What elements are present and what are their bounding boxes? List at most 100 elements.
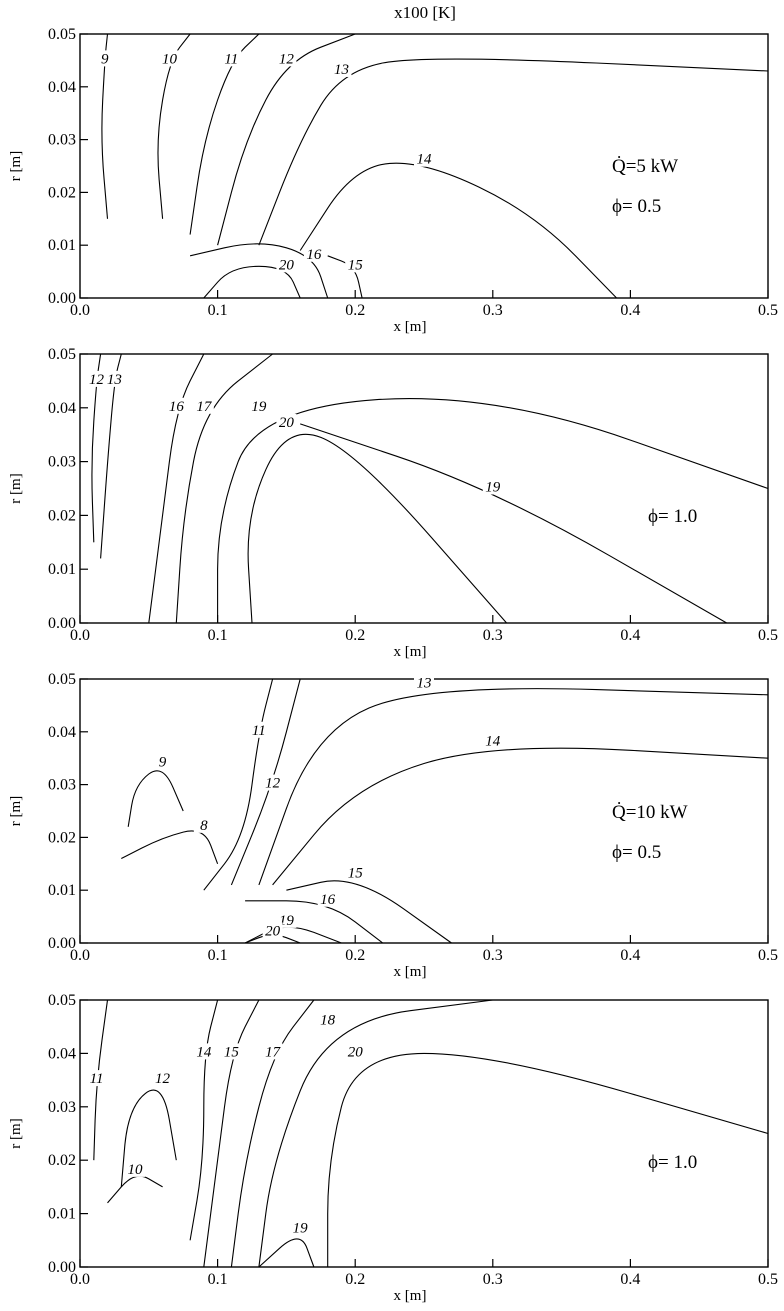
y-axis-label: r [m] <box>8 473 24 503</box>
contour-line-19 <box>217 398 769 624</box>
y-tick-label: 0.02 <box>48 184 76 201</box>
x-tick-label: 0.3 <box>483 1271 503 1288</box>
contour-panel-4: 0.0 0.1 0.2 0.3 0.4 0.5 0.00 0.01 0.02 0.03 0.04 0.… <box>8 992 778 1304</box>
contour-label: 9 <box>159 754 167 770</box>
contour-label-bg <box>193 397 214 414</box>
y-tick-label: 0.02 <box>48 1152 76 1169</box>
contour-line-19 <box>300 423 727 624</box>
y-tick-label: 0.04 <box>48 724 76 741</box>
contour-line-12 <box>120 1089 177 1187</box>
contour-label: 20 <box>265 923 281 939</box>
contour-label: 8 <box>200 818 208 834</box>
contour-line-16 <box>148 353 205 624</box>
plot-frame <box>79 999 769 1268</box>
panel-annotation: Q̇=5 kW <box>612 154 678 177</box>
contour-label-bg <box>317 1011 338 1028</box>
panels: 0.0 0.1 0.2 0.3 0.4 0.5 0.00 0.01 0.02 0.03 0.04 0.… <box>8 26 778 1304</box>
contour-label-bg <box>345 864 366 881</box>
x-tick-label: 0.3 <box>483 947 503 964</box>
contour-label-bg <box>193 1043 214 1060</box>
y-tick-label: 0.03 <box>48 454 76 471</box>
contour-line-8 <box>121 830 219 864</box>
contour-label-bg <box>166 397 187 414</box>
contour-line-19 <box>258 1238 315 1268</box>
contour-label-bg <box>86 1070 107 1087</box>
y-tick-label: 0.03 <box>48 132 76 149</box>
x-tick-label: 0.4 <box>620 1271 640 1288</box>
contour-label-bg <box>262 1043 283 1060</box>
contour-label: 19 <box>293 1221 309 1237</box>
plot-frame <box>79 353 769 624</box>
x-axis-label: x [m] <box>394 1288 427 1304</box>
x-tick-label: 0.2 <box>345 1271 365 1288</box>
contour-lines: 9 10 11 12 13 14 15 16 20 <box>94 33 769 299</box>
x-tick-label: 0.1 <box>208 1271 228 1288</box>
contour-label-bg <box>290 1219 311 1236</box>
x-tick-label: 0.5 <box>758 302 778 319</box>
contour-line-16 <box>245 900 384 944</box>
contour-label: 15 <box>224 1044 240 1060</box>
y-tick-label: 0.01 <box>48 561 76 578</box>
header-text: x100 [K] <box>394 3 456 22</box>
contour-label-bg <box>345 1043 366 1060</box>
contour-label-bg <box>331 60 352 77</box>
contour-label: 13 <box>107 372 122 388</box>
contour-line-11 <box>203 678 274 891</box>
contour-label: 20 <box>348 1044 364 1060</box>
y-axis-label: r [m] <box>8 151 24 181</box>
y-tick-label: 0.01 <box>48 237 76 254</box>
y-tick-label: 0.03 <box>48 1099 76 1116</box>
y-tick-label: 0.04 <box>48 400 76 417</box>
contour-label-bg <box>262 922 283 939</box>
contour-label: 10 <box>128 1162 144 1178</box>
contour-label-bg <box>248 721 269 738</box>
contour-label-bg <box>94 50 115 67</box>
contour-label: 19 <box>251 399 267 415</box>
contour-label: 19 <box>279 913 295 929</box>
contour-label: 13 <box>417 675 432 691</box>
y-tick-label: 0.05 <box>48 346 76 363</box>
y-tick-label: 0.05 <box>48 26 76 43</box>
y-tick-label: 0.04 <box>48 79 76 96</box>
x-tick-label: 0.4 <box>620 627 640 644</box>
x-tick-label: 0.4 <box>620 947 640 964</box>
x-tick-label: 0.0 <box>70 947 90 964</box>
contour-label-bg <box>221 1043 242 1060</box>
x-tick-label: 0.5 <box>758 1271 778 1288</box>
contour-label-bg <box>276 50 297 67</box>
contour-label: 20 <box>279 257 295 273</box>
contour-label: 12 <box>265 776 281 792</box>
contour-label-bg <box>248 397 269 414</box>
y-tick-label: 0.00 <box>48 935 76 952</box>
contour-label-bg <box>193 816 214 833</box>
y-tick-label: 0.05 <box>48 992 76 1009</box>
x-tick-label: 0.0 <box>70 302 90 319</box>
x-axis-label: x [m] <box>394 319 427 335</box>
contour-label: 20 <box>279 415 295 431</box>
contour-label-bg <box>104 370 125 387</box>
contour-line-14 <box>299 162 617 299</box>
x-tick-label: 0.2 <box>345 947 365 964</box>
contour-label-bg <box>482 478 503 495</box>
contour-label: 12 <box>89 372 105 388</box>
x-tick-label: 0.0 <box>70 1271 90 1288</box>
contour-panel-3: 0.0 0.1 0.2 0.3 0.4 0.5 0.00 0.01 0.02 0.03 0.04 0.… <box>8 671 778 980</box>
contour-label-bg <box>317 890 338 907</box>
y-tick-label: 0.05 <box>48 671 76 688</box>
contour-line-13 <box>258 688 769 886</box>
contour-line-20 <box>247 433 508 624</box>
y-tick-label: 0.03 <box>48 777 76 794</box>
contour-label-bg <box>125 1160 146 1177</box>
panel-annotation: ϕ= 1.0 <box>648 506 697 527</box>
x-tick-label: 0.3 <box>483 627 503 644</box>
contour-line-15 <box>327 255 363 299</box>
contour-label-bg <box>262 774 283 791</box>
contour-label: 14 <box>196 1044 212 1060</box>
contour-label: 9 <box>101 51 109 67</box>
contour-label: 16 <box>169 399 185 415</box>
x-axis-label: x [m] <box>394 644 427 660</box>
contour-label: 13 <box>334 62 349 78</box>
contour-label: 12 <box>279 51 295 67</box>
contour-label-bg <box>159 50 180 67</box>
